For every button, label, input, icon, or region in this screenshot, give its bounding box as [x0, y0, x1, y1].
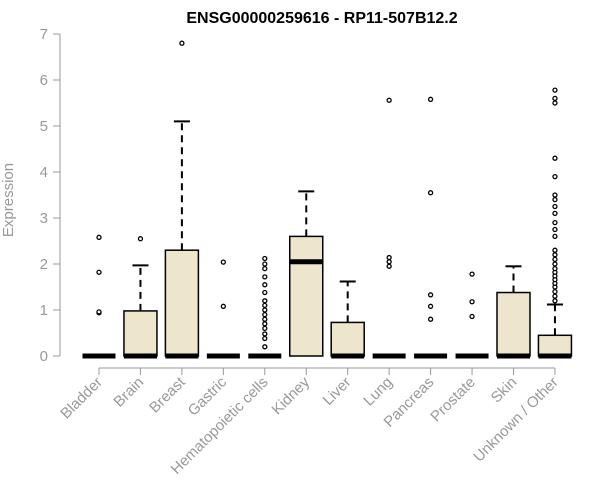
outlier-point [552, 95, 558, 102]
box-group [164, 40, 200, 359]
outlier-point [552, 155, 558, 161]
outlier-point [552, 293, 558, 299]
outlier-point [262, 335, 268, 342]
x-tick-label: Lung [360, 374, 396, 410]
outlier-point [552, 261, 558, 267]
outlier-point [469, 299, 475, 305]
box-group [289, 190, 324, 357]
outlier-point [262, 307, 268, 313]
outlier-point [262, 331, 268, 337]
box-group [455, 271, 489, 359]
outlier-point [220, 259, 227, 265]
outlier-point [552, 196, 558, 203]
outlier-point [386, 259, 392, 265]
outlier-point [427, 292, 434, 298]
box-group [206, 259, 240, 359]
box-group [123, 236, 158, 359]
box-group [537, 87, 573, 359]
box-group [82, 234, 116, 359]
outlier-point [262, 311, 268, 318]
x-tick-label: Bladder [57, 374, 106, 423]
outlier-point [262, 261, 268, 267]
outlier-point [262, 255, 268, 262]
x-tick-label: Breast [146, 373, 189, 416]
outlier-point [552, 288, 558, 295]
y-tick-label: 5 [40, 118, 48, 135]
outlier-point [262, 265, 268, 272]
box [537, 334, 573, 357]
y-tick-label: 0 [40, 348, 48, 365]
y-tick-label: 3 [40, 210, 48, 227]
box [496, 291, 531, 357]
y-axis-ticks: 0 1 2 3 4 5 6 7 [40, 26, 60, 365]
outlier-point [96, 234, 102, 240]
outlier-point [262, 289, 268, 296]
outlier-point [262, 282, 268, 288]
outlier-point [552, 192, 558, 198]
outlier-point [552, 210, 558, 217]
outlier-point [262, 274, 268, 280]
x-tick-label: Brain [110, 374, 147, 411]
outlier-point [262, 325, 268, 332]
x-tick-label: Prostate [427, 374, 479, 426]
outlier-point [552, 203, 558, 210]
outlier-point [262, 316, 268, 322]
outlier-point [262, 302, 268, 309]
outlier-point [552, 173, 558, 180]
outlier-point [469, 313, 475, 320]
outlier-point [427, 303, 434, 309]
outlier-point [96, 309, 102, 315]
outlier-point [262, 344, 268, 350]
chart-title: ENSG00000259616 - RP11-507B12.2 [186, 10, 457, 27]
box-group [496, 265, 531, 359]
box-group [248, 255, 282, 359]
box-group [330, 280, 365, 359]
outlier-point [552, 87, 558, 93]
outlier-point [552, 247, 558, 253]
box [123, 310, 158, 357]
outlier-point [427, 316, 434, 322]
outlier-point [552, 233, 558, 240]
box [289, 235, 324, 357]
outlier-point [552, 226, 558, 233]
outlier-point [552, 265, 558, 272]
y-tick-label: 7 [40, 26, 48, 43]
outlier-point [386, 263, 392, 269]
outlier-point [469, 271, 475, 277]
box-group [372, 97, 406, 359]
y-axis-label: Expression [0, 163, 17, 237]
outlier-point [552, 298, 558, 304]
box [164, 249, 200, 357]
outlier-point [427, 96, 434, 102]
y-tick-label: 2 [40, 256, 48, 273]
box-series [82, 40, 573, 359]
box [330, 321, 365, 357]
outlier-point [386, 97, 392, 103]
outlier-point [137, 236, 144, 242]
x-tick-label: Liver [320, 374, 355, 409]
box-group [414, 96, 448, 359]
outlier-point [427, 190, 434, 196]
outlier-point [552, 100, 558, 106]
outlier-point [220, 303, 227, 309]
y-tick-label: 6 [40, 72, 48, 89]
y-tick-label: 1 [40, 302, 48, 319]
outlier-point [552, 252, 558, 258]
outlier-point [179, 40, 185, 46]
y-tick-label: 4 [40, 164, 48, 181]
outlier-point [262, 321, 268, 327]
outlier-point [552, 219, 558, 226]
outlier-point [552, 256, 558, 263]
outlier-point [262, 298, 268, 304]
outlier-point [96, 269, 102, 275]
x-tick-label: Kidney [269, 373, 314, 418]
outlier-point [386, 254, 392, 261]
x-tick-label: Skin [488, 374, 521, 407]
